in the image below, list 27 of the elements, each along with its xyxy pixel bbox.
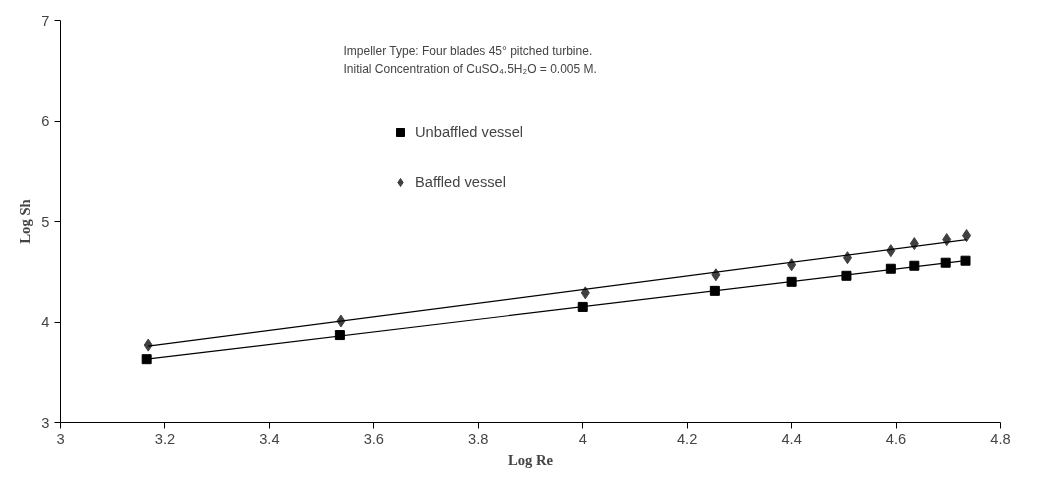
y-tick-label: 7	[41, 12, 50, 29]
legend-label: Unbaffled vessel	[415, 124, 524, 140]
point	[962, 229, 972, 243]
point	[841, 270, 852, 281]
x-tick-label: 3.6	[363, 430, 385, 447]
point	[141, 354, 152, 365]
y-tick-label: 5	[41, 213, 50, 230]
x-axis-title: Log Re	[507, 451, 554, 468]
x-tick-label: 4.4	[781, 430, 802, 447]
y-tick-label: 3	[41, 414, 50, 431]
x-tick-label: 3	[56, 430, 65, 447]
legend-label: Baffled vessel	[415, 174, 506, 190]
x-tick-label: 3.4	[259, 430, 280, 447]
x-tick-label: 4.2	[676, 430, 698, 447]
point	[960, 255, 971, 266]
x-tick-label: 4	[578, 430, 587, 447]
x-tick-label: 3.2	[154, 430, 176, 447]
y-tick-label: 6	[41, 113, 50, 129]
y-tick-label: 4	[41, 314, 50, 330]
x-tick-label: 3.8	[468, 430, 489, 447]
point	[580, 286, 590, 300]
point	[786, 276, 797, 287]
annotation: Impeller Type: Four blades 45° pitched turbine.	[343, 43, 593, 58]
annotation: Initial Concentration of CuSO₄.5H₂O = 0.005 M.	[343, 61, 597, 76]
x-tick-label: 4.8	[990, 430, 1011, 447]
x-tick-label: 4.6	[885, 430, 907, 447]
y-axis-title: Log Sh	[17, 199, 34, 244]
